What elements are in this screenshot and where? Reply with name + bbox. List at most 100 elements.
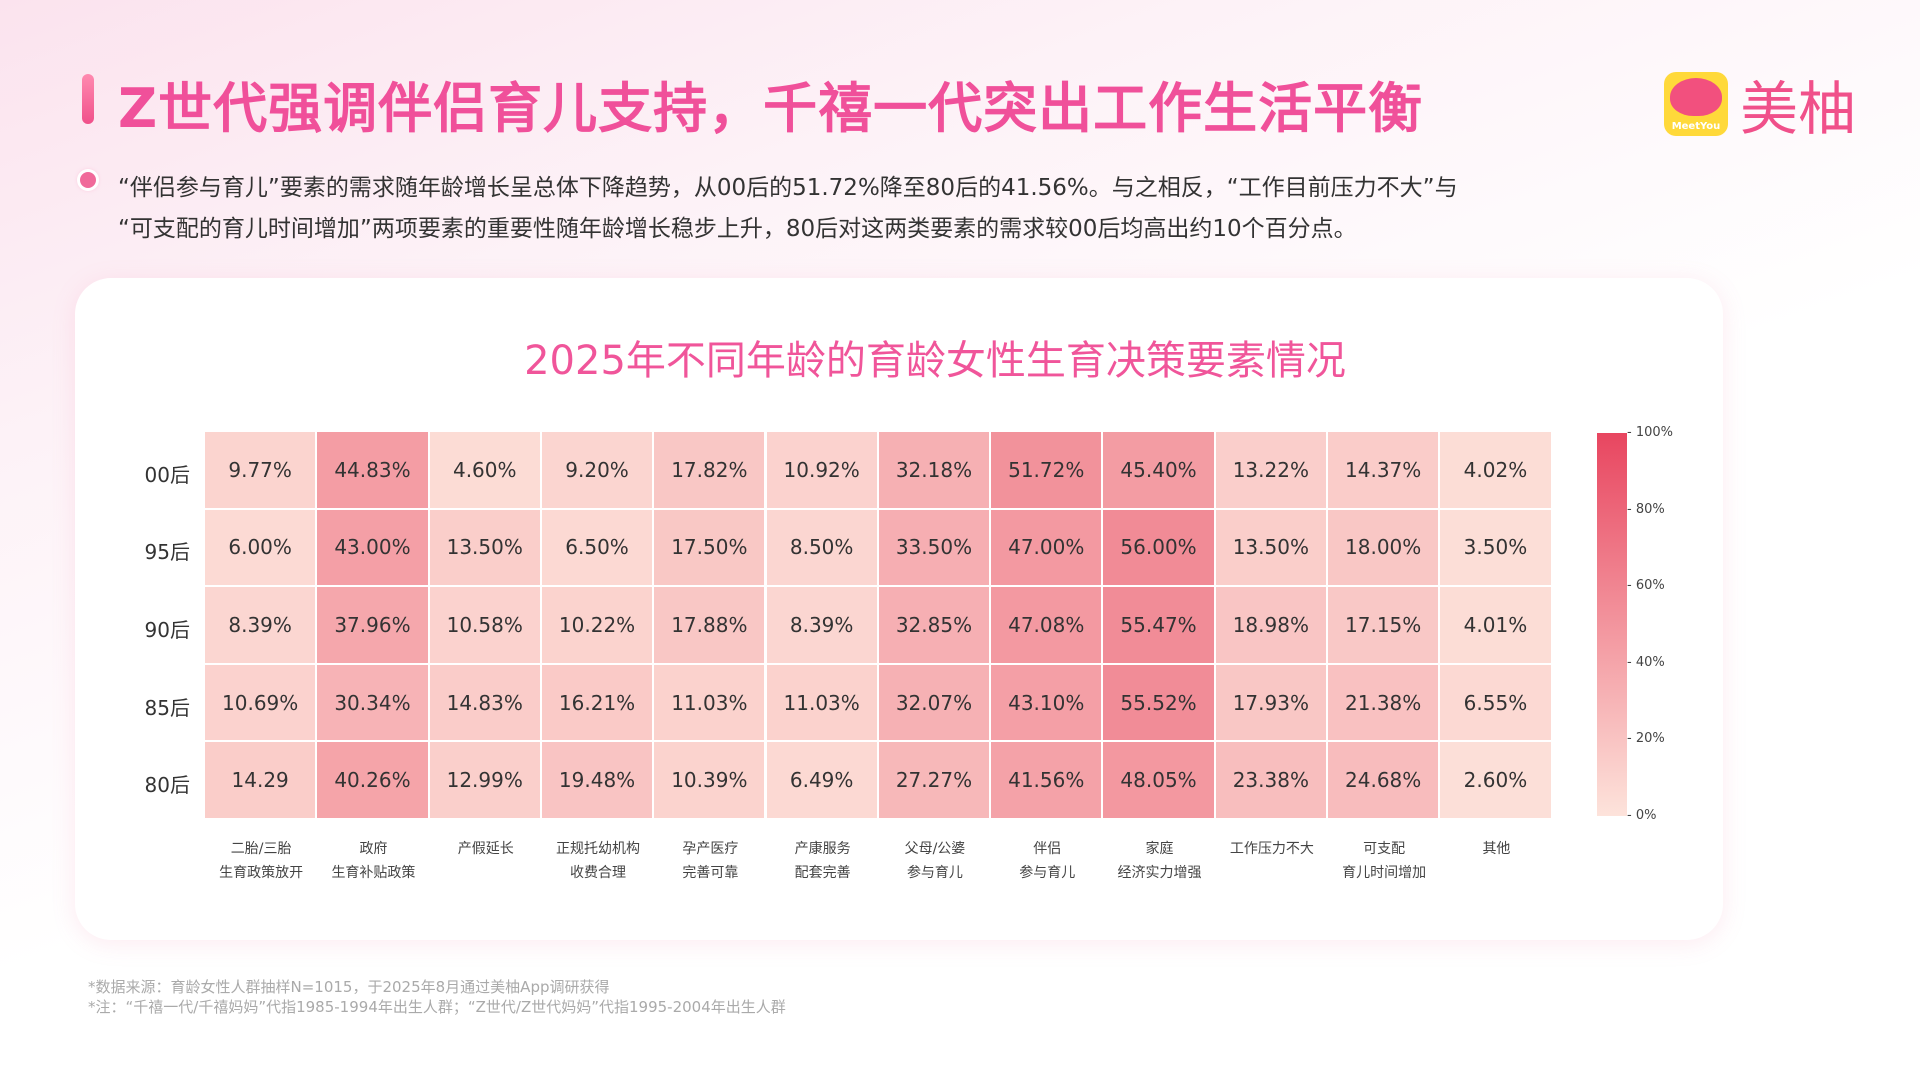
column-label-line: 经济实力增强 xyxy=(1117,865,1202,881)
column-label: 伴侣 参与育儿 xyxy=(971,837,1123,885)
column-label-line: 配套完善 xyxy=(794,865,851,881)
column-label-line: 收费合理 xyxy=(570,865,627,881)
heatmap-cell: 4.01% xyxy=(1440,587,1553,665)
colorbar-tick: - 40% xyxy=(1627,654,1665,670)
column-label-line: 父母/公婆 xyxy=(904,841,966,857)
heatmap-cell: 11.03% xyxy=(654,664,767,743)
heatmap-cell: 8.50% xyxy=(766,509,879,588)
column-label: 孕产医疗 完善可靠 xyxy=(634,837,786,885)
column-label: 家庭 经济实力增强 xyxy=(1083,837,1235,885)
heatmap-cell: 9.77% xyxy=(205,432,318,510)
heatmap-cell: 37.96% xyxy=(317,587,430,665)
heatmap-cell: 4.60% xyxy=(429,432,542,510)
colorbar-tick-label: 60% xyxy=(1635,578,1665,594)
column-label: 产康服务 配套完善 xyxy=(747,837,899,885)
column-label: 二胎/三胎生育政策放开 xyxy=(185,837,337,885)
column-label: 产假延长 xyxy=(410,837,562,885)
colorbar-tick-label: 80% xyxy=(1635,501,1665,517)
heatmap-cell: 23.38% xyxy=(1215,742,1328,820)
column-label: 政府 生育补贴政策 xyxy=(297,837,449,885)
logo-text: 美柚 xyxy=(1740,75,1857,143)
page-title: Z世代强调伴侣育儿支持，千禧一代突出工作生活平衡 xyxy=(118,77,1424,140)
heatmap-cell: 45.40% xyxy=(1103,432,1216,510)
heatmap-cell: 24.68% xyxy=(1328,742,1441,820)
heatmap-cell: 32.18% xyxy=(878,432,992,510)
heatmap-cell: 17.15% xyxy=(1328,587,1441,665)
column-label-line: 政府 xyxy=(359,841,388,857)
heatmap-cell: 18.98% xyxy=(1215,587,1328,665)
heatmap-cell: 10.58% xyxy=(429,587,542,665)
colorbar-tick-label: 100% xyxy=(1635,425,1673,440)
bullet-icon xyxy=(80,172,96,188)
summary-line-2: “可支配的育儿时间增加”两项要素的重要性随年龄增长稳步上升，80后对这两类要素的… xyxy=(118,216,1357,242)
meetyou-logo: MeetYou 美柚 xyxy=(1664,62,1856,146)
heatmap-cell: 8.39% xyxy=(205,587,318,665)
row-label: 85后 xyxy=(144,695,190,720)
heatmap-cell: 16.21% xyxy=(541,664,655,743)
heatmap-cell: 6.50% xyxy=(541,509,655,588)
heatmap-cell: 12.99% xyxy=(429,742,542,820)
heatmap-cell: 19.48% xyxy=(541,742,655,820)
row-label: 00后 xyxy=(144,462,190,487)
heatmap-cell: 17.93% xyxy=(1215,664,1328,743)
heatmap-cell: 6.00% xyxy=(205,509,318,588)
row-label: 90后 xyxy=(144,618,190,642)
footnote-source: *数据来源：育龄女性人群抽样N=1015，于2025年8月通过美柚App调研获得 xyxy=(88,978,610,996)
heatmap-cell: 51.72% xyxy=(991,432,1104,510)
heatmap-cell: 47.00% xyxy=(991,509,1104,588)
heatmap-cell: 17.50% xyxy=(654,509,767,588)
heatmap-cell: 14.83% xyxy=(429,664,542,743)
column-label-line: 其他 xyxy=(1482,841,1511,857)
heatmap-cell: 13.50% xyxy=(1215,509,1328,588)
heatmap-cell: 10.92% xyxy=(766,432,879,510)
column-label: 可支配 育儿时间增加 xyxy=(1308,837,1460,885)
column-label-line: 产康服务 xyxy=(794,841,851,857)
colorbar-tick: - 60% xyxy=(1627,578,1665,594)
heatmap-cell: 18.00% xyxy=(1328,509,1441,588)
column-label-line: 工作压力不大 xyxy=(1229,841,1314,857)
heatmap-cell: 17.88% xyxy=(654,587,767,665)
title-accent-bar xyxy=(82,74,94,124)
heatmap-cell: 6.55% xyxy=(1440,664,1553,743)
heatmap-cell: 21.38% xyxy=(1328,664,1441,743)
heatmap-cell: 14.37% xyxy=(1328,432,1441,510)
footnote-note: *注：“千禧一代/千禧妈妈”代指1985-1994年出生人群；“Z世代/Z世代妈… xyxy=(88,998,786,1016)
heatmap-cell: 44.83% xyxy=(317,432,430,510)
heatmap-cell: 43.10% xyxy=(991,664,1104,743)
row-label: 80后 xyxy=(144,773,190,798)
heatmap-cell: 30.34% xyxy=(317,664,430,743)
column-label: 工作压力不大 xyxy=(1196,837,1348,885)
column-label-line: 生育政策放开 xyxy=(219,865,304,881)
chart-title: 2025年不同年龄的育龄女性生育决策要素情况 xyxy=(524,338,1346,384)
colorbar-tick-label: 0% xyxy=(1635,808,1657,823)
heatmap-cell: 4.02% xyxy=(1440,432,1553,510)
column-label-line xyxy=(1420,861,1572,885)
logo-badge-text: MeetYou xyxy=(1671,121,1721,132)
column-label-line: 完善可靠 xyxy=(682,865,739,881)
heatmap-cell: 47.08% xyxy=(991,587,1104,665)
column-label: 父母/公婆参与育儿 xyxy=(859,837,1011,885)
heatmap-cell: 3.50% xyxy=(1440,509,1553,588)
heatmap-cell: 10.69% xyxy=(205,664,318,743)
heatmap-cell: 9.20% xyxy=(541,432,655,510)
heatmap-cell: 10.22% xyxy=(541,587,655,665)
column-label: 正规托幼机构 收费合理 xyxy=(522,837,674,885)
colorbar-tick: - 0% xyxy=(1627,808,1657,823)
column-label-line: 家庭 xyxy=(1145,841,1174,857)
column-label-line: 参与育儿 xyxy=(906,865,963,881)
heatmap-cell: 40.26% xyxy=(317,742,430,820)
colorbar-tick: - 20% xyxy=(1627,731,1665,747)
heatmap-cell: 17.82% xyxy=(654,432,767,510)
column-label-line: 生育补贴政策 xyxy=(331,865,416,881)
heatmap-cell: 11.03% xyxy=(766,664,879,743)
column-label: 其他 xyxy=(1420,837,1572,885)
heatmap-cell: 32.07% xyxy=(878,664,992,743)
heatmap-cell: 32.85% xyxy=(878,587,992,665)
heatmap-cell: 2.60% xyxy=(1440,742,1553,820)
colorbar-tick-label: 20% xyxy=(1635,731,1665,747)
column-label-line: 二胎/三胎 xyxy=(230,841,292,857)
colorbar xyxy=(1597,433,1627,816)
column-label-line: 正规托幼机构 xyxy=(556,841,641,857)
column-label-line: 育儿时间增加 xyxy=(1342,865,1427,881)
heatmap-cell: 13.50% xyxy=(429,509,542,588)
